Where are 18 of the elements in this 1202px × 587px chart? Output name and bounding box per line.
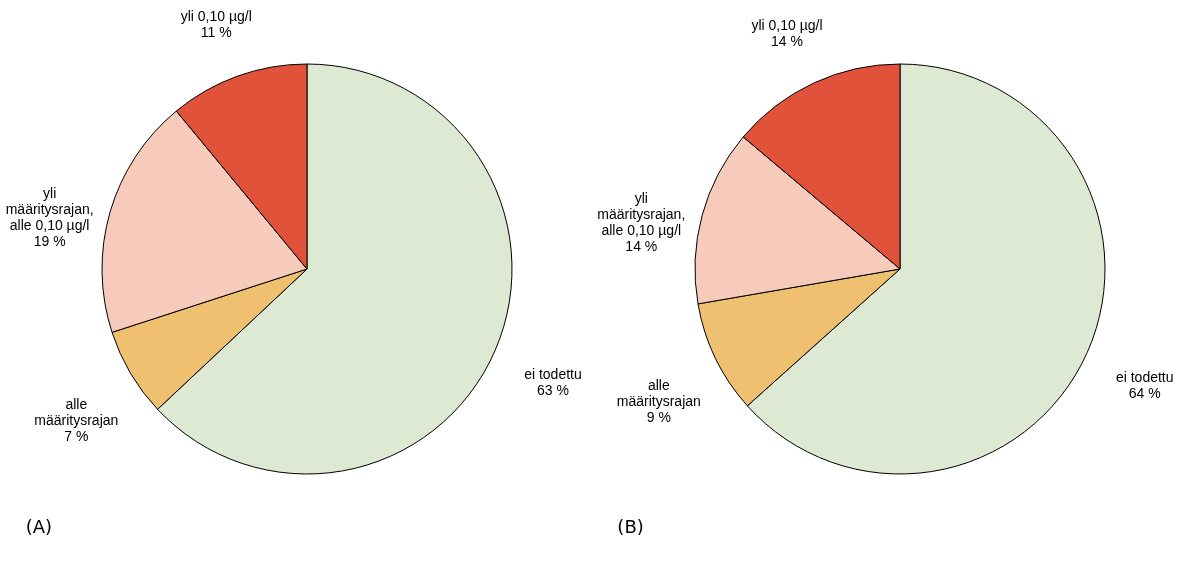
data-label: 19 % (33, 233, 66, 250)
slice-label: alle määritysrajan (616, 376, 701, 409)
data-label: 14 % (625, 237, 658, 254)
data-label: 14 % (770, 33, 803, 50)
slice-label: alle määritysrajan (34, 396, 119, 429)
data-label: 7 % (64, 428, 89, 445)
slice-label: yli määritysrajan, alle 0,10 µg/l (597, 189, 686, 238)
slice-label: ei todettu (524, 366, 582, 383)
text: (A) (25, 516, 53, 537)
data-label: 64 % (1128, 385, 1161, 402)
slice-label: yli määritysrajan, alle 0,10 µg/l (5, 185, 94, 234)
data-label: 63 % (537, 382, 569, 399)
text: (B) (617, 516, 644, 537)
slice-label: ei todettu (1115, 369, 1174, 386)
slice-label: yli 0,10 µg/l (180, 7, 252, 24)
slice-label: yli 0,10 µg/l (751, 17, 823, 34)
data-label: 9 % (646, 408, 671, 425)
data-label: 11 % (200, 23, 232, 40)
